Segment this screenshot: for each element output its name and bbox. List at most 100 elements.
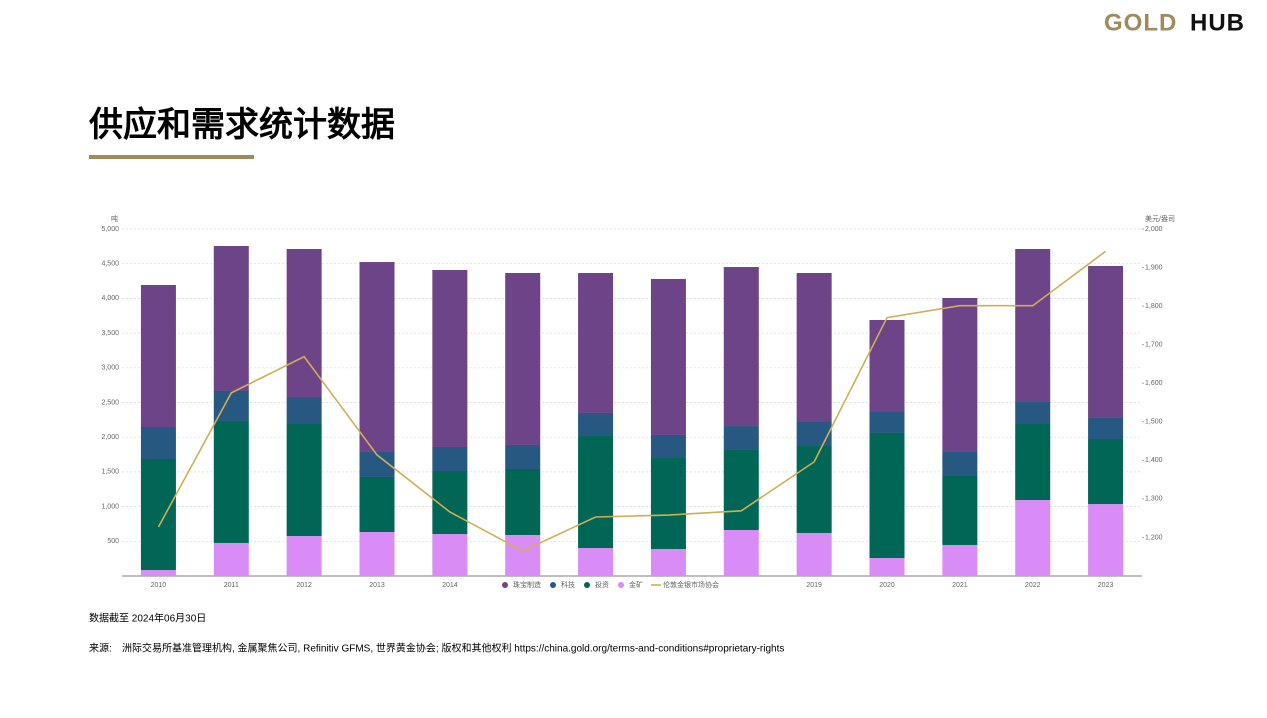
x-tick-label: 2013 <box>369 582 385 589</box>
bar-segment <box>286 424 322 537</box>
x-tick-label: 2019 <box>806 582 822 589</box>
y2-tick-label: 1,300 <box>1145 496 1163 503</box>
bar-segment <box>432 534 468 576</box>
bar-segment <box>578 272 614 413</box>
bar-segment <box>869 412 905 433</box>
x-tick-label: 2021 <box>952 582 968 589</box>
bar-segment <box>723 426 759 450</box>
bar-segment <box>942 297 978 452</box>
y2-tick-label: 2,000 <box>1145 226 1163 233</box>
source-label: 来源: <box>89 642 112 655</box>
bar-segment <box>650 549 686 576</box>
bar-segment <box>140 285 176 427</box>
legend-bg <box>498 579 768 591</box>
legend-label: 珠宝制造 <box>513 580 541 589</box>
y-tick-label: 500 <box>107 538 119 545</box>
bar-segment <box>140 426 176 459</box>
y2-tick-label: 1,600 <box>1145 380 1163 387</box>
y-tick-label: 1,500 <box>101 469 119 476</box>
bar-segment <box>286 397 322 425</box>
bar-segment <box>578 412 614 437</box>
bar-segment <box>213 542 249 576</box>
page-title: 供应和需求统计数据 <box>88 106 395 144</box>
bar-segment <box>796 422 832 447</box>
bar-segment <box>869 319 905 413</box>
legend-label: 科技 <box>561 580 575 589</box>
bar-segment <box>578 548 614 576</box>
bar-segment <box>213 421 249 543</box>
y-tick-label: 3,000 <box>101 365 119 372</box>
x-tick-label: 2022 <box>1025 582 1041 589</box>
bar-segment <box>796 446 832 533</box>
x-tick-label: 2012 <box>296 582 312 589</box>
legend-swatch <box>618 582 624 588</box>
x-tick-label: 2023 <box>1098 582 1114 589</box>
bar-segment <box>869 432 905 559</box>
bar-segment <box>942 475 978 545</box>
bar-segment <box>505 468 541 535</box>
y-tick-label: 2,000 <box>101 434 119 441</box>
date-note: 数据截至 2024年06月30日 <box>89 612 206 625</box>
bar-segment <box>1088 439 1124 505</box>
y-axis-label: 吨 <box>111 214 118 223</box>
legend-label: 投资 <box>595 580 609 589</box>
bar-segment <box>1088 417 1124 440</box>
legend-swatch <box>550 582 556 588</box>
bar-segment <box>359 532 395 576</box>
y-tick-label: 1,000 <box>101 503 119 510</box>
source-text: 洲际交易所基准管理机构, 金属聚焦公司, Refinitiv GFMS, 世界黄… <box>122 642 784 655</box>
bar-segment <box>432 270 468 447</box>
price-line <box>157 250 1107 552</box>
legend-swatch <box>502 582 508 588</box>
legend-swatch <box>584 582 590 588</box>
y2-tick-label: 1,700 <box>1145 342 1163 349</box>
bar-segment <box>650 434 686 459</box>
y2-tick-label: 1,800 <box>1145 303 1163 310</box>
y2-tick-label: 1,900 <box>1145 264 1163 271</box>
bar-segment <box>1015 248 1051 403</box>
bar-segment <box>796 272 832 423</box>
bar-segment <box>1015 424 1051 501</box>
bar-segment <box>505 534 541 576</box>
y2-tick-label: 1,200 <box>1145 534 1163 541</box>
bar-segment <box>796 532 832 576</box>
y-tick-label: 4,500 <box>101 261 119 268</box>
bar-segment <box>942 544 978 576</box>
bar-segment <box>359 262 395 452</box>
bar-segment <box>432 446 468 471</box>
bar-segment <box>286 248 322 398</box>
bar-segment <box>140 458 176 571</box>
legend-label: 伦敦金银市场协会 <box>663 580 719 589</box>
bar-segment <box>1015 402 1051 425</box>
logo-gold: GOLD <box>1104 9 1177 36</box>
y2-axis-label: 美元/盎司 <box>1145 214 1175 223</box>
bar-segment <box>1088 504 1124 576</box>
bar-segment <box>942 451 978 476</box>
bar-segment <box>359 476 395 533</box>
y-tick-label: 2,500 <box>101 399 119 406</box>
bar-segment <box>1015 500 1051 576</box>
x-tick-label: 2010 <box>151 582 167 589</box>
y-tick-label: 5,000 <box>101 226 119 233</box>
logo-hub: HUB <box>1190 9 1245 36</box>
bar-segment <box>1088 265 1124 418</box>
x-tick-label: 2011 <box>224 582 239 589</box>
x-tick-label: 2020 <box>879 582 895 589</box>
bar-segment <box>650 278 686 435</box>
legend-label: 金矿 <box>629 580 643 589</box>
bar-segment <box>505 444 541 469</box>
bar-segment <box>723 529 759 576</box>
bar-segment <box>723 267 759 427</box>
title-underline <box>89 155 254 159</box>
bar-segment <box>578 436 614 549</box>
bar-segment <box>140 570 176 576</box>
x-tick-label: 2014 <box>442 582 458 589</box>
bar-segment <box>286 536 322 576</box>
bar-segment <box>723 449 759 530</box>
bar-segment <box>650 458 686 550</box>
y2-tick-label: 1,400 <box>1145 457 1163 464</box>
bar-segment <box>869 558 905 576</box>
y-tick-label: 4,000 <box>101 295 119 302</box>
